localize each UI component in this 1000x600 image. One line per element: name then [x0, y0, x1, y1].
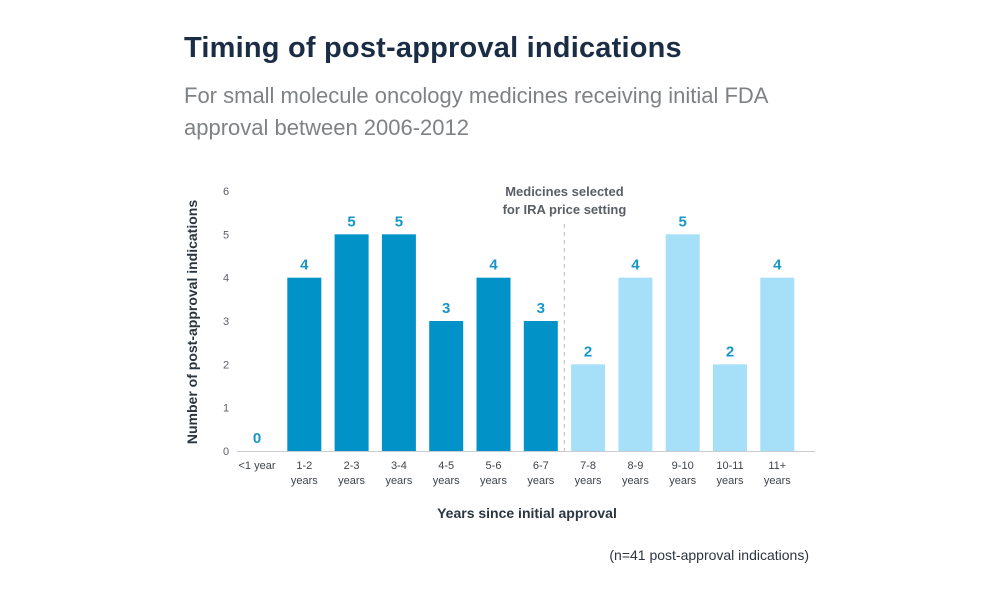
x-tick-label: 10-11 years	[716, 460, 744, 487]
y-tick-label: 1	[223, 403, 229, 415]
bar	[760, 277, 795, 451]
bar-value-label: 4	[300, 257, 309, 274]
y-tick-label: 0	[223, 446, 229, 458]
bar-value-label: 5	[395, 213, 403, 230]
x-tick-label: <1 year	[239, 460, 276, 472]
bar-value-label: 0	[253, 430, 261, 447]
bar	[334, 234, 369, 451]
x-tick-label: 5-6 years	[480, 460, 507, 487]
bar	[476, 277, 511, 451]
y-tick-label: 5	[223, 229, 229, 241]
x-tick-label: 11+ years	[764, 460, 791, 487]
x-tick-label: 2-3 years	[338, 460, 365, 487]
x-tick-label: 7-8 years	[575, 460, 602, 487]
bar	[713, 364, 747, 451]
bar-value-label: 2	[726, 343, 734, 360]
bar-value-label: 4	[773, 257, 782, 274]
y-axis-title: Number of post-approval indications	[184, 200, 200, 444]
sample-size-note: (n=41 post-approval indications)	[609, 547, 809, 563]
x-axis-title: Years since initial approval	[437, 505, 617, 521]
bar-value-label: 4	[631, 257, 640, 274]
y-tick-label: 2	[223, 359, 229, 371]
bar-value-label: 5	[347, 213, 355, 230]
x-tick-label: 8-9 years	[622, 460, 649, 487]
y-tick-label: 6	[223, 186, 229, 198]
y-tick-label: 3	[223, 316, 229, 328]
x-tick-label: 3-4 years	[385, 460, 412, 487]
chart-subtitle: For small molecule oncology medicines re…	[184, 83, 768, 140]
ira-annotation: Medicines selected for IRA price setting	[503, 184, 627, 217]
bar	[381, 234, 416, 451]
bar-value-label: 5	[679, 213, 687, 230]
bar-value-label: 3	[442, 300, 450, 317]
x-tick-label: 6-7 years	[527, 460, 554, 487]
bar-value-label: 4	[489, 257, 498, 274]
bar-value-label: 3	[537, 300, 545, 317]
y-tick-label: 4	[223, 273, 229, 285]
bar	[287, 277, 322, 451]
bar	[429, 321, 464, 451]
x-tick-label: 1-2 years	[291, 460, 318, 487]
x-tick-label: 4-5 years	[433, 460, 460, 487]
x-tick-label: 9-10 years	[669, 460, 696, 487]
bar	[571, 364, 606, 451]
bar	[618, 277, 653, 451]
bar	[523, 321, 558, 451]
bar-value-label: 2	[584, 343, 592, 360]
bar	[665, 234, 700, 451]
chart-title: Timing of post-approval indications	[184, 32, 682, 64]
